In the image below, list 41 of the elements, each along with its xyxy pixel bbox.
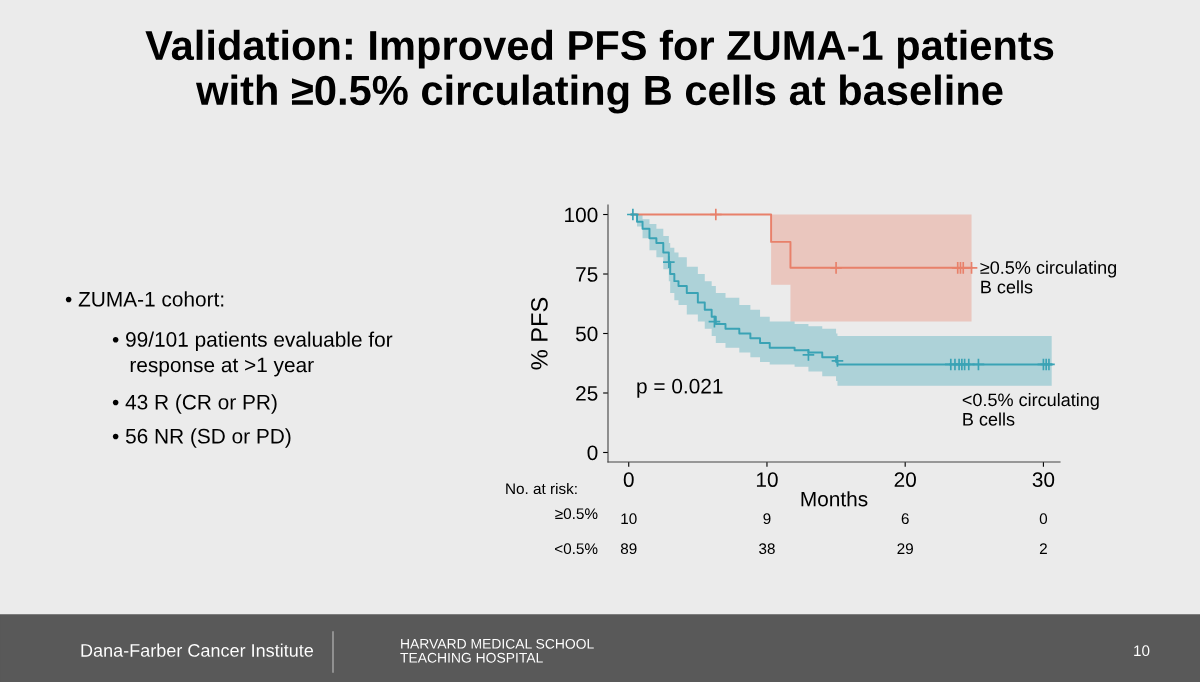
y-axis-title: % PFS — [531, 297, 548, 370]
y-tick-label: 100 — [565, 207, 598, 223]
text: No. at risk: — [506, 482, 577, 495]
text: HARVARD MEDICAL SCHOOL TEACHING HOSPITAL — [400, 638, 594, 663]
chart-title: Validation: Improved PFS for ZUMA-1 patients with ≥0.5% circulating B cells at baseline — [145, 29, 1054, 114]
point — [707, 314, 722, 329]
text: 38 — [759, 543, 775, 555]
text: 0 — [1039, 513, 1048, 525]
text: • ZUMA-1 cohort: — [65, 291, 224, 307]
point — [801, 348, 816, 362]
text: 10 — [1134, 645, 1150, 657]
x-axis-title: Months — [801, 491, 868, 507]
text: • 99/101 patients evaluable for response at >1 year — [112, 331, 393, 377]
x-tick-label: 0 — [623, 472, 634, 488]
text: 10 — [621, 513, 637, 525]
text: 6 — [901, 513, 909, 525]
x-tick-label: 20 — [894, 472, 916, 488]
text: <0.5% — [555, 543, 598, 555]
point — [971, 357, 986, 372]
y-tick-label: 50 — [575, 326, 598, 342]
y-tick-label: 25 — [576, 385, 598, 401]
text: 2 — [1039, 543, 1047, 554]
x-tick-label: 30 — [1032, 472, 1055, 488]
annotation: p = 0.021 — [637, 378, 723, 398]
text: 89 — [620, 543, 637, 555]
text: ≥0.5% — [555, 508, 598, 520]
series-label: <0.5% circulating B cells — [962, 392, 1099, 426]
y-tick-label: 75 — [576, 267, 598, 282]
y-tick-label: 0 — [587, 445, 598, 461]
point — [626, 207, 640, 222]
text: 29 — [897, 543, 913, 555]
point — [709, 207, 723, 222]
text: Dana-Farber Cancer Institute — [81, 643, 314, 657]
text: 9 — [763, 513, 771, 525]
x-tick-label: 10 — [756, 472, 778, 488]
point — [662, 255, 676, 269]
text: • 43 R (CR or PR) — [112, 394, 277, 414]
point — [830, 354, 845, 368]
point — [829, 261, 843, 275]
series-label: ≥0.5% circulating B cells — [980, 260, 1117, 294]
text: • 56 NR (SD or PD) — [112, 428, 291, 448]
